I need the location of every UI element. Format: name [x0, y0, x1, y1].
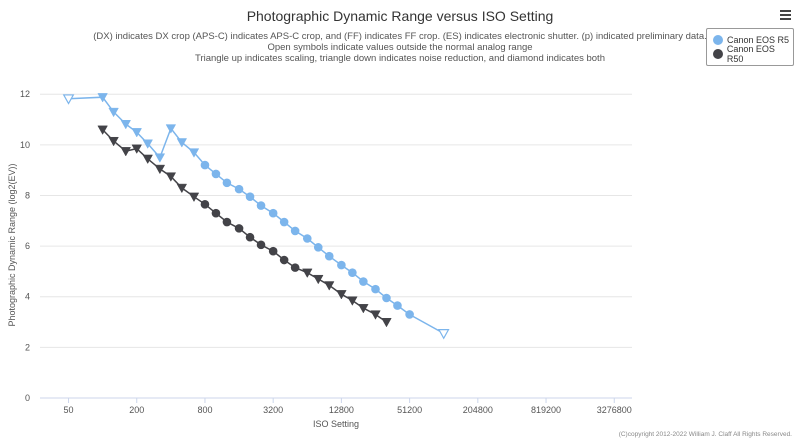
data-point[interactable]: [108, 107, 119, 118]
data-point[interactable]: [188, 192, 200, 203]
y-tick-label: 6: [25, 241, 30, 251]
data-point[interactable]: [313, 274, 324, 285]
data-point[interactable]: [405, 310, 414, 319]
chart-title: Photographic Dynamic Range versus ISO Se…: [247, 8, 554, 24]
data-point[interactable]: [437, 329, 450, 340]
data-point[interactable]: [120, 120, 131, 130]
data-point[interactable]: [131, 128, 142, 138]
legend-item-canon-eos-r5[interactable]: Canon EOS R5: [713, 33, 789, 47]
y-tick-label: 12: [20, 89, 30, 99]
data-point[interactable]: [290, 263, 300, 272]
y-tick-label: 2: [25, 342, 30, 352]
x-axis-ticks: 50 200 800 3200 12800 51200 204800 819200 327680…: [64, 405, 632, 415]
legend-label: Canon EOS R50: [726, 44, 775, 64]
legend-marker-circle-icon: [713, 49, 723, 59]
chart-subtitle-line-2: Open symbols indicate values outside the…: [267, 42, 532, 53]
data-point[interactable]: [62, 94, 75, 105]
data-point[interactable]: [381, 317, 392, 328]
x-axis-title: ISO Setting: [313, 419, 359, 429]
data-point[interactable]: [336, 290, 347, 300]
data-point[interactable]: [97, 93, 108, 103]
y-tick-label: 10: [20, 140, 30, 150]
y-tick-label: 8: [25, 190, 30, 200]
data-point[interactable]: [279, 255, 289, 265]
x-tick-label: 12800: [329, 405, 354, 415]
data-point[interactable]: [222, 217, 232, 227]
data-point[interactable]: [222, 178, 232, 188]
data-point[interactable]: [359, 277, 368, 286]
data-point[interactable]: [97, 125, 108, 135]
data-point[interactable]: [279, 217, 289, 227]
data-point[interactable]: [234, 224, 244, 233]
data-point[interactable]: [290, 226, 300, 236]
y-axis-title: Photographic Dynamic Range (log2(EV)): [7, 163, 17, 326]
data-point[interactable]: [393, 301, 402, 310]
x-tick-label: 3200: [263, 405, 283, 415]
data-point[interactable]: [211, 208, 221, 218]
legend-marker-circle-icon: [713, 35, 723, 45]
data-point[interactable]: [256, 201, 266, 210]
y-tick-label: 4: [25, 292, 30, 302]
data-point[interactable]: [176, 183, 188, 194]
data-point[interactable]: [324, 251, 334, 261]
x-tick-label: 204800: [463, 405, 493, 415]
data-point[interactable]: [165, 124, 177, 134]
data-point[interactable]: [348, 268, 357, 277]
data-point[interactable]: [165, 172, 177, 182]
data-point[interactable]: [176, 138, 188, 148]
credits: (C)copyright 2012-2022 William J. Claff …: [618, 431, 792, 438]
data-point[interactable]: [302, 234, 312, 243]
hamburger-menu-icon[interactable]: [780, 10, 791, 20]
data-point[interactable]: [234, 184, 244, 194]
y-axis-ticks: 0 2 4 6 8 10 12: [20, 89, 30, 403]
data-point[interactable]: [268, 246, 278, 256]
grid: [40, 93, 632, 403]
x-tick-label: 819200: [531, 405, 561, 415]
data-point[interactable]: [382, 293, 391, 303]
data-point[interactable]: [108, 136, 119, 147]
data-point[interactable]: [245, 232, 255, 242]
data-point[interactable]: [337, 260, 346, 270]
data-point[interactable]: [200, 160, 210, 170]
x-tick-label: 800: [197, 405, 212, 415]
chart-subtitle-line-3: Triangle up indicates scaling, triangle …: [195, 53, 605, 64]
data-point[interactable]: [358, 304, 369, 314]
data-point[interactable]: [371, 284, 380, 294]
data-point[interactable]: [188, 148, 200, 158]
data-point[interactable]: [211, 169, 221, 179]
legend: Canon EOS R5 Canon EOS R50: [706, 28, 794, 66]
chart-subtitle-line-1: (DX) indicates DX crop (APS-C) indicates…: [93, 31, 707, 42]
data-point[interactable]: [313, 243, 323, 252]
x-tick-label: 50: [64, 405, 74, 415]
data-point[interactable]: [245, 192, 255, 202]
data-point[interactable]: [302, 268, 313, 278]
x-tick-label: 51200: [397, 405, 422, 415]
data-point[interactable]: [154, 153, 166, 163]
data-point[interactable]: [256, 240, 266, 250]
data-point[interactable]: [324, 281, 335, 291]
data-point[interactable]: [142, 154, 153, 165]
series: [62, 93, 450, 340]
x-tick-label: 200: [129, 405, 144, 415]
data-point[interactable]: [120, 147, 131, 157]
data-point[interactable]: [370, 310, 381, 320]
x-tick-label: 3276800: [597, 405, 632, 415]
y-tick-label: 0: [25, 393, 30, 403]
data-point[interactable]: [268, 208, 278, 218]
data-point[interactable]: [131, 144, 142, 154]
legend-item-canon-eos-r50[interactable]: Canon EOS R50: [713, 44, 793, 64]
data-point[interactable]: [154, 164, 166, 175]
data-point[interactable]: [200, 200, 210, 209]
data-point[interactable]: [347, 296, 358, 306]
data-point[interactable]: [142, 139, 153, 149]
legend-label: Canon EOS R5: [727, 35, 790, 45]
